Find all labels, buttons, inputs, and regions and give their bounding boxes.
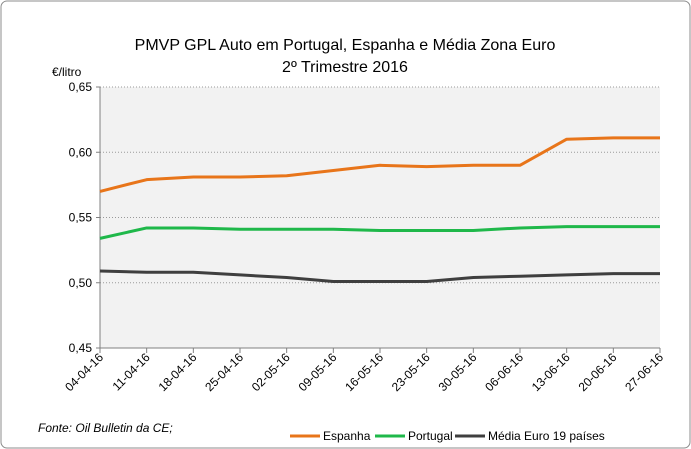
y-tick-label: 0,55: [69, 211, 93, 225]
series-line: [99, 225, 660, 240]
chart-title: PMVP GPL Auto em Portugal, Espanha e Méd…: [135, 37, 556, 54]
y-tick-label: 0,50: [69, 276, 93, 290]
y-axis-label: €/litro: [52, 65, 82, 79]
chart-subtitle: 2º Trimestre 2016: [282, 59, 408, 76]
y-tick-label: 0,65: [69, 80, 93, 94]
series-line: [99, 136, 660, 193]
y-tick-label: 0,45: [69, 341, 93, 355]
series-line: [99, 269, 660, 283]
y-tick-label: 0,60: [69, 145, 93, 159]
source-note: Fonte: Oil Bulletin da CE;: [38, 421, 173, 435]
legend-label: Espanha: [323, 429, 371, 443]
legend-label: Portugal: [408, 429, 453, 443]
legend-label: Média Euro 19 países: [488, 429, 605, 443]
